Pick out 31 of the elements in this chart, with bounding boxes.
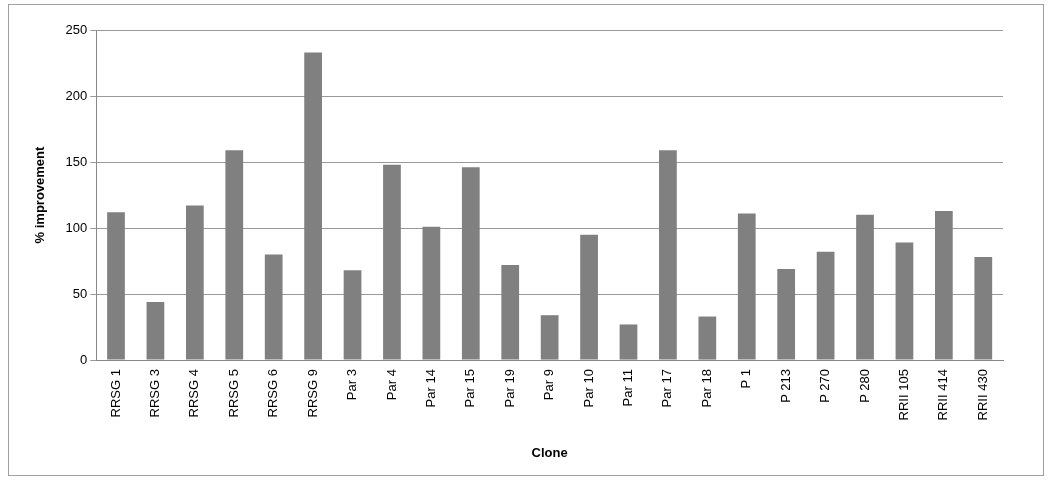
x-tick-label: RRSG 1 [107,369,123,418]
y-tick-label: 200 [65,87,88,103]
x-tick-label: Par 3 [344,369,360,401]
y-tick-label: 50 [72,285,88,301]
x-tick-label: P 1 [738,369,754,389]
x-tick-label: RRSG 9 [304,369,320,418]
x-tick-label: RRII 414 [935,369,951,421]
x-tick-label: Par 4 [383,369,399,401]
x-tick-label: Par 10 [580,369,596,408]
x-tick-label: RRSG 6 [265,369,281,418]
x-tick-label: Par 9 [541,369,557,401]
x-tick-label: Par 17 [659,369,675,408]
x-tick-label: RRII 430 [974,369,990,421]
x-tick-label: RRSG 3 [147,369,162,418]
x-tick-label: Par 11 [620,369,636,407]
x-tick-label: Par 18 [698,369,714,408]
x-tick-label: P 280 [856,369,872,403]
x-tick-label: Par 19 [501,369,517,408]
x-tick-label: P 270 [817,369,833,403]
x-axis-title: Clone [531,444,568,460]
x-tick-label: RRSG 5 [225,369,241,418]
y-tick-label: 150 [65,153,88,169]
x-tick-label: Par 15 [462,369,478,408]
x-tick-label: Par 14 [422,369,438,408]
x-tick-label: P 213 [777,369,793,403]
y-tick-label: 250 [65,21,88,37]
x-tick-label: RRSG 4 [186,369,202,418]
y-axis-title: % improvement [32,145,48,244]
x-tick-label: RRII 105 [896,369,912,421]
y-tick-label: 0 [80,351,88,367]
y-tick-label: 100 [65,219,88,235]
